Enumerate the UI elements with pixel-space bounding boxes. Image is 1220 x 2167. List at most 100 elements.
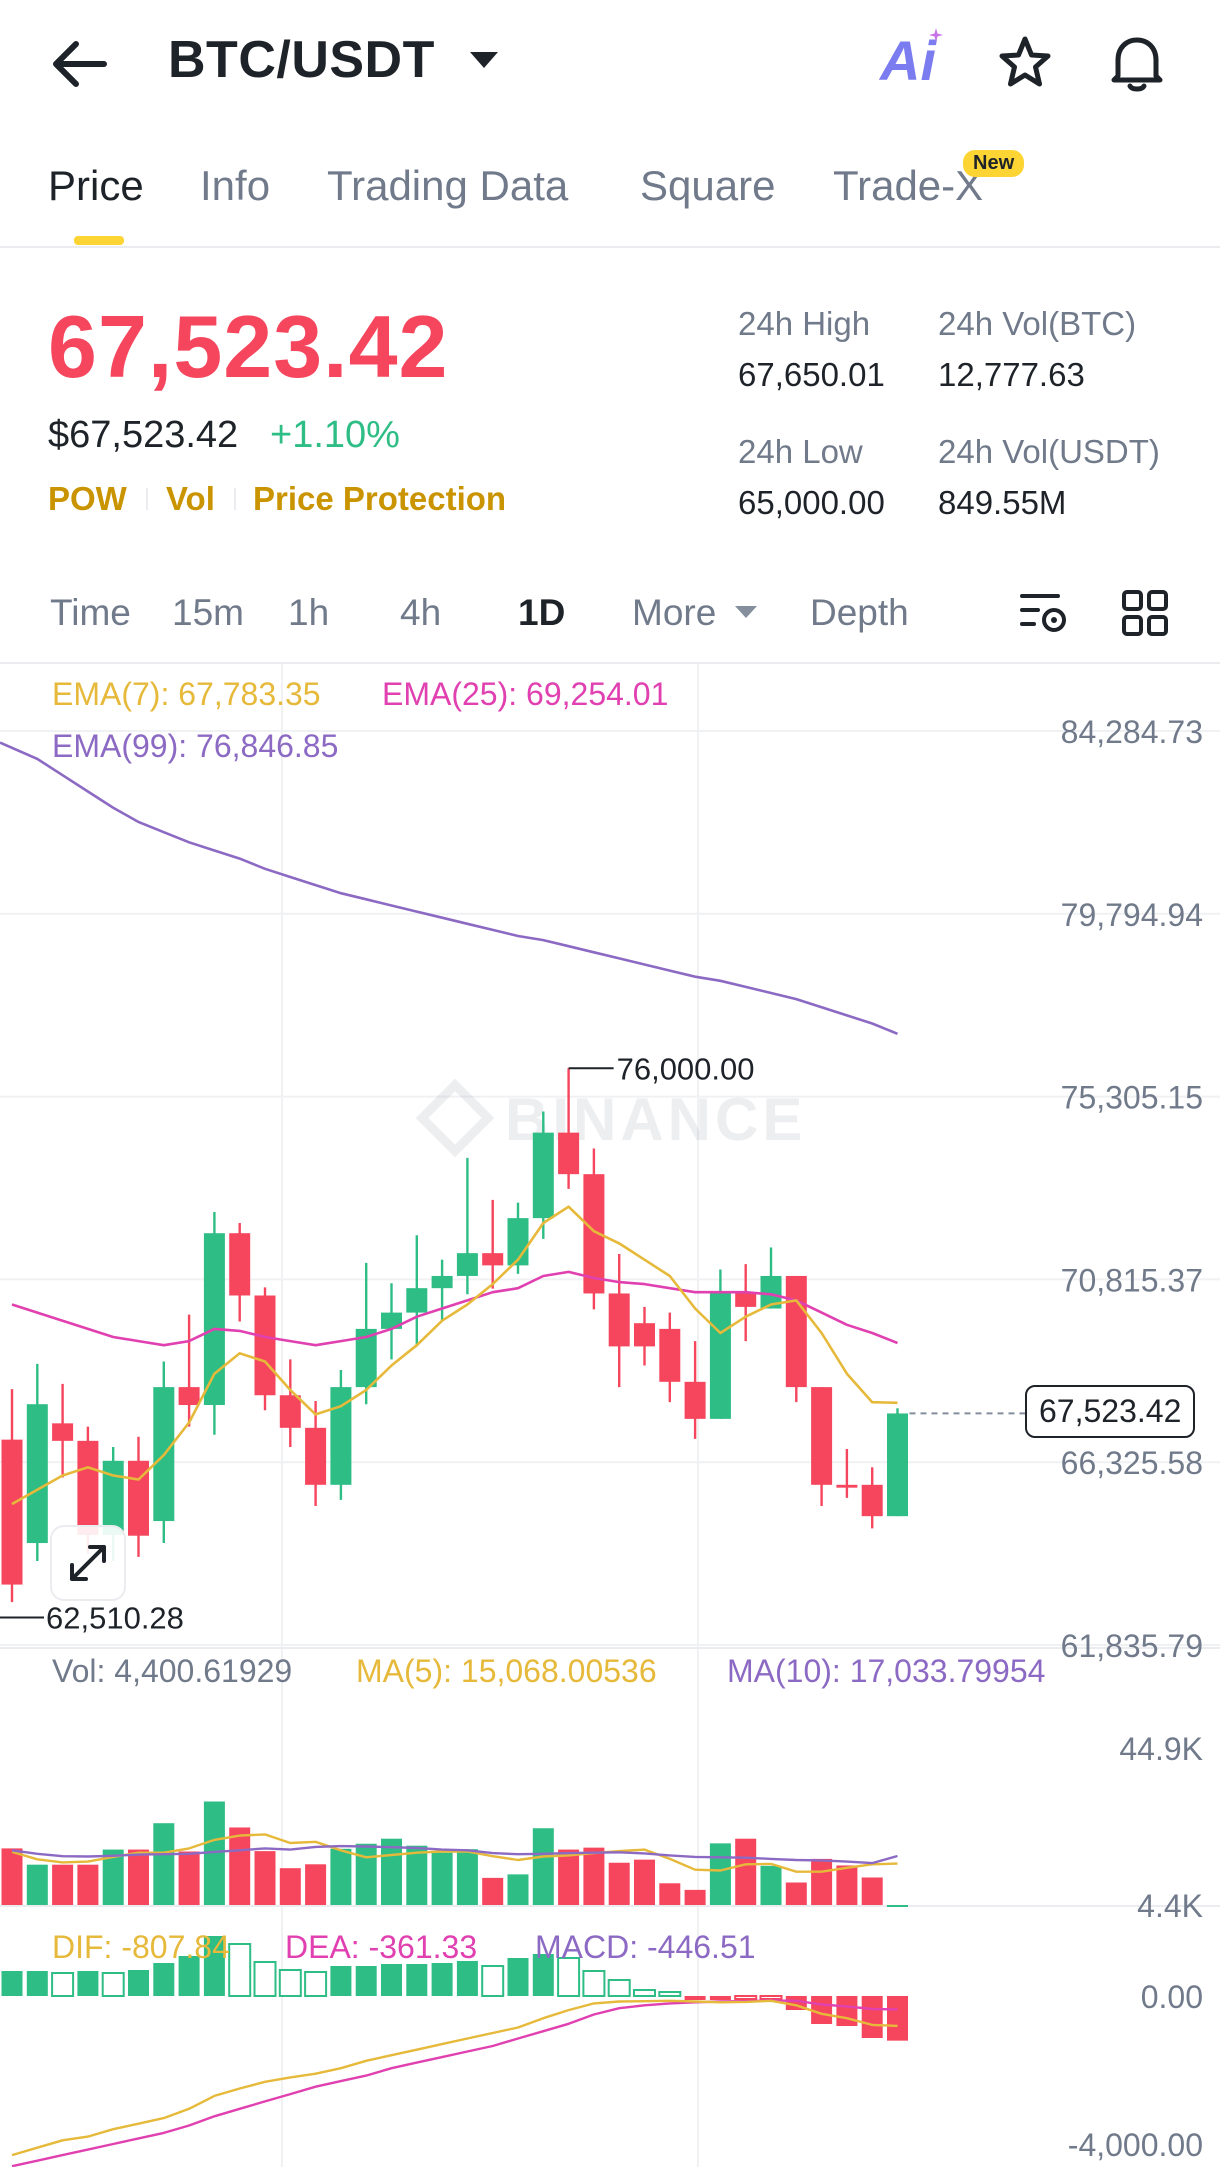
macd-histogram-bar (101, 1972, 125, 1997)
tag-separator (234, 488, 236, 510)
volume-bar (406, 1845, 428, 1905)
candle-body (1, 1439, 23, 1585)
candle-body (456, 1253, 478, 1276)
macd-histogram-bar (355, 1966, 377, 1996)
volume-axis-tick: 4.4K (1137, 1888, 1203, 1924)
tab-trading-data[interactable]: Trading Data (327, 162, 569, 209)
candle-body (608, 1293, 630, 1347)
macd-axis-tick: -4,000.00 (1068, 2127, 1203, 2163)
macd-histogram-bar (734, 1995, 758, 2000)
macd-histogram-bar (557, 1957, 581, 1997)
interval-1d[interactable]: 1D (518, 592, 566, 633)
ai-icon[interactable]: Ai (880, 29, 936, 92)
binance-logo-icon (415, 1078, 495, 1158)
volume-bar (102, 1849, 124, 1905)
interval-4h[interactable]: 4h (400, 592, 442, 633)
tag-pow[interactable]: POW (48, 480, 127, 517)
legend-vol-ma5: MA(5): 15,068.00536 (356, 1653, 657, 1689)
back-arrow-icon[interactable] (48, 36, 112, 92)
interval-more[interactable]: More (632, 592, 717, 633)
macd-histogram-bar (481, 1965, 505, 1997)
kline-chart[interactable]: BINANCE 76,000.00 62,510.28 84,284.73 79,7… (0, 664, 1220, 2167)
macd-histogram-bar (228, 1943, 252, 1997)
favorite-star-icon[interactable] (996, 34, 1054, 92)
ema99-line (0, 741, 898, 1036)
candle-body (254, 1295, 276, 1396)
macd-histogram-bar (253, 1961, 277, 1997)
interval-15m[interactable]: 15m (172, 592, 244, 633)
pair-dropdown-caret-icon[interactable] (470, 52, 498, 68)
ai-sparkle-icon (929, 28, 943, 42)
volume-bar (887, 1905, 908, 1907)
legend-ema99: EMA(99): 76,846.85 (52, 728, 339, 764)
candle-body (305, 1427, 327, 1485)
macd-histogram-bar (507, 1958, 529, 1996)
candle-body (279, 1395, 301, 1428)
price-axis-tick: 75,305.15 (1061, 1080, 1203, 1116)
volume-bar (128, 1849, 149, 1905)
macd-histogram-bar (203, 1936, 225, 1996)
candle-body (330, 1387, 352, 1485)
candle-body (381, 1312, 402, 1329)
volume-bar (735, 1838, 757, 1905)
indicator-settings-icon[interactable] (1018, 588, 1070, 638)
macd-dif-line (11, 1999, 898, 2157)
candle-body (735, 1293, 757, 1307)
legend-dea: DEA: -361.33 (285, 1929, 478, 1965)
candle-body (887, 1413, 908, 1517)
candle-body (431, 1275, 453, 1289)
ema7-line (11, 1205, 898, 1506)
interval-1h[interactable]: 1h (288, 592, 330, 633)
tab-trade-x[interactable]: Trade-X (833, 162, 984, 209)
expand-chart-button[interactable] (50, 1525, 126, 1601)
price-axis-tick: 66,325.58 (1061, 1445, 1203, 1481)
candle-body (760, 1275, 782, 1309)
tag-price-protection[interactable]: Price Protection (253, 480, 507, 517)
volume-bar (760, 1865, 782, 1905)
last-price: 67,523.42 (48, 297, 449, 396)
ema25-line (11, 1270, 898, 1347)
legend-ema7: EMA(7): 67,783.35 (52, 676, 321, 712)
interval-depth[interactable]: Depth (810, 592, 909, 633)
top-bar: BTC/USDT Ai (0, 0, 1220, 130)
more-caret-icon (735, 606, 757, 618)
low-marker-label: 62,510.28 (46, 1601, 184, 1636)
macd-histogram-bar (811, 1996, 833, 2024)
legend-vol: Vol: 4,400.61929 (52, 1653, 293, 1689)
expand-arrows-icon (70, 1545, 106, 1581)
macd-histogram-bar (607, 1979, 631, 1997)
notification-bell-icon[interactable] (1108, 32, 1166, 94)
macd-histogram-bar (278, 1969, 302, 1997)
volume-bar (811, 1858, 833, 1905)
volume-bar (608, 1862, 630, 1905)
stat-24h-vol-usdt-value: 849.55M (938, 484, 1067, 521)
candle-body (785, 1275, 807, 1388)
price-axis-tick: 70,815.37 (1061, 1262, 1203, 1298)
candle-body (77, 1440, 99, 1535)
candle-body (203, 1233, 225, 1406)
macd-histogram-bar (456, 1961, 478, 1996)
macd-histogram-bar (582, 1970, 606, 1997)
legend-vol-ma10: MA(10): 17,033.79954 (727, 1653, 1046, 1689)
candle-body (532, 1132, 554, 1219)
interval-time[interactable]: Time (50, 592, 131, 633)
volume-bar (558, 1849, 580, 1905)
tag-vol[interactable]: Vol (166, 480, 215, 517)
pair-title[interactable]: BTC/USDT (168, 31, 435, 89)
candle-body (229, 1233, 251, 1296)
stat-24h-high-label: 24h High (738, 305, 871, 342)
candle-body (52, 1423, 74, 1441)
tab-price[interactable]: Price (48, 162, 144, 209)
volume-bar (381, 1838, 402, 1905)
volume-ma5-line (11, 1833, 898, 1873)
candle-body (482, 1253, 504, 1266)
volume-ma10-line (11, 1844, 898, 1865)
price-axis-tick: 84,284.73 (1061, 714, 1203, 750)
macd-histogram-bar (709, 1996, 731, 2000)
volume-bar (77, 1864, 99, 1905)
macd-histogram-bar (381, 1964, 402, 1996)
tab-square[interactable]: Square (640, 162, 776, 209)
layout-grid-icon[interactable] (1120, 588, 1170, 638)
tab-info[interactable]: Info (200, 162, 271, 209)
candle-body (406, 1288, 428, 1313)
